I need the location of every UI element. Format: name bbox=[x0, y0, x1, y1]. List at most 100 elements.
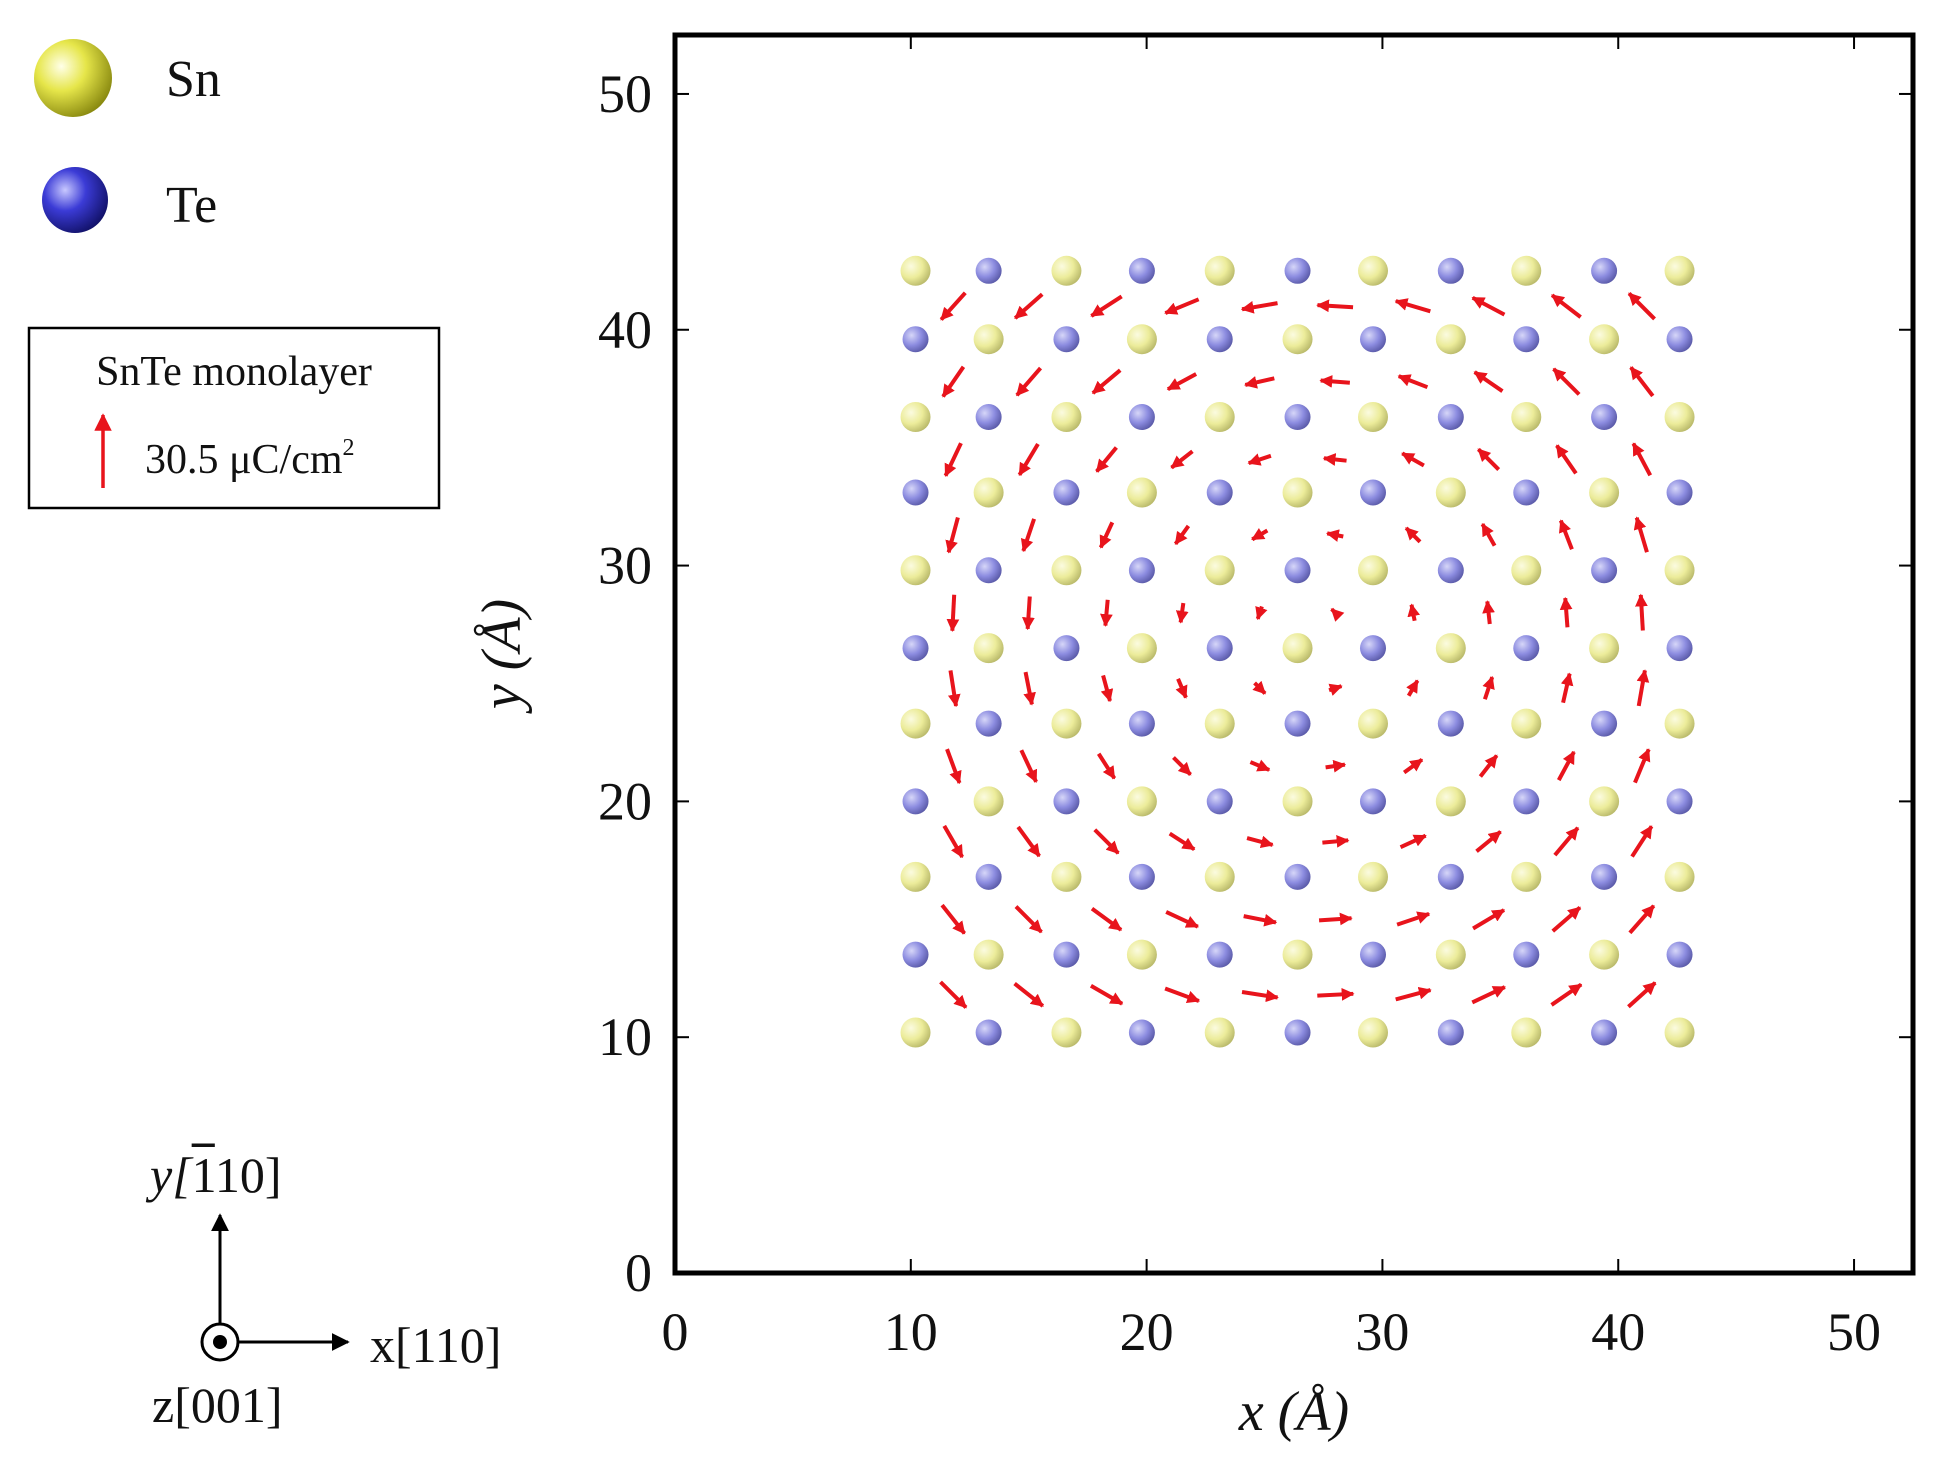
polarization-arrow bbox=[939, 291, 967, 321]
polarization-arrow bbox=[1328, 683, 1343, 696]
polarization-arrow bbox=[1023, 671, 1036, 706]
sn-atom bbox=[1511, 402, 1542, 433]
sn-atom bbox=[1204, 861, 1235, 892]
te-atom bbox=[902, 635, 929, 662]
polarization-arrow bbox=[1629, 366, 1655, 398]
te-atom bbox=[1591, 404, 1618, 431]
te-atom bbox=[1437, 710, 1464, 737]
polarization-arrow bbox=[1170, 449, 1194, 470]
sn-atom bbox=[1664, 861, 1695, 892]
polarization-arrow bbox=[1013, 292, 1044, 320]
polarization-arrow bbox=[1628, 904, 1656, 935]
polarization-arrow bbox=[1241, 989, 1279, 1003]
polarization-arrow bbox=[1560, 672, 1574, 704]
triad-y-index-rest: 10] bbox=[215, 1147, 282, 1203]
sn-atom bbox=[1126, 939, 1157, 970]
polarization-arrow bbox=[1240, 300, 1278, 314]
polarization-arrow bbox=[1014, 905, 1043, 934]
polarization-arrow bbox=[1475, 830, 1502, 853]
sn-atom bbox=[1357, 861, 1388, 892]
te-atom bbox=[1128, 404, 1155, 431]
sn-atom bbox=[1204, 255, 1235, 286]
sn-atom bbox=[1511, 708, 1542, 739]
polarization-arrow bbox=[1093, 828, 1120, 855]
sn-atom bbox=[1357, 1017, 1388, 1048]
te-atom bbox=[1359, 479, 1386, 506]
sn-atom bbox=[1126, 324, 1157, 355]
x-tick-label: 0 bbox=[662, 1302, 689, 1362]
polarization-arrow bbox=[1633, 516, 1649, 553]
polarization-arrow bbox=[1243, 913, 1278, 927]
te-atom bbox=[1591, 557, 1618, 584]
sn-atom bbox=[1282, 939, 1313, 970]
sn-atom bbox=[1051, 402, 1082, 433]
polarization-arrow bbox=[1095, 446, 1118, 473]
te-atom bbox=[1128, 1019, 1155, 1046]
y-tick-label: 30 bbox=[598, 536, 652, 596]
polarization-arrow bbox=[1247, 453, 1272, 466]
polarization-arrow bbox=[1013, 981, 1045, 1008]
sn-atom bbox=[1589, 324, 1620, 355]
sn-atom bbox=[1126, 633, 1157, 664]
x-tick-label: 30 bbox=[1355, 1302, 1409, 1362]
polarization-arrow bbox=[1100, 674, 1114, 703]
polarization-arrow bbox=[1316, 299, 1354, 313]
sn-atom bbox=[1589, 477, 1620, 508]
sn-atom bbox=[1204, 402, 1235, 433]
polarization-arrow bbox=[1022, 596, 1035, 631]
polarization-arrow bbox=[1165, 910, 1199, 929]
te-atom bbox=[1206, 479, 1233, 506]
polarization-arrow bbox=[1401, 451, 1425, 468]
te-legend-label: Te bbox=[166, 177, 217, 234]
te-atom bbox=[1284, 863, 1311, 890]
te-atom bbox=[975, 710, 1002, 737]
te-atom bbox=[902, 941, 929, 968]
polarization-arrow bbox=[1322, 453, 1347, 466]
te-atom bbox=[1284, 710, 1311, 737]
sn-atom bbox=[1664, 708, 1695, 739]
te-atom bbox=[1128, 557, 1155, 584]
sn-legend-ball bbox=[34, 39, 112, 117]
te-atom bbox=[1359, 635, 1386, 662]
polarization-arrow bbox=[1633, 748, 1651, 784]
te-atom bbox=[1591, 710, 1618, 737]
te-atom bbox=[1513, 479, 1540, 506]
sn-atom bbox=[1435, 324, 1466, 355]
triad-y-label: y[110] bbox=[145, 1147, 281, 1203]
sn-atom bbox=[973, 786, 1004, 817]
te-atom bbox=[1666, 941, 1693, 968]
te-atom bbox=[975, 257, 1002, 284]
te-atom bbox=[1206, 788, 1233, 815]
polarization-arrow bbox=[1630, 825, 1654, 858]
polarization-arrow bbox=[1396, 911, 1431, 927]
x-axis-label: x (Å) bbox=[1238, 1381, 1349, 1443]
te-atom bbox=[1206, 941, 1233, 968]
crystal-axes-triad: y[110] x[110] z[001] bbox=[145, 1147, 501, 1433]
triad-x-label: x[110] bbox=[370, 1317, 501, 1373]
te-atom bbox=[975, 1019, 1002, 1046]
sn-atom bbox=[900, 708, 931, 739]
te-legend-ball bbox=[42, 167, 108, 233]
polarization-arrow bbox=[1015, 366, 1043, 397]
sn-atom bbox=[1589, 939, 1620, 970]
polarization-arrow bbox=[1175, 602, 1189, 624]
sn-atom bbox=[900, 402, 931, 433]
polarization-arrow bbox=[1098, 521, 1115, 549]
polarization-arrow bbox=[1471, 985, 1506, 1005]
sn-atom bbox=[1589, 633, 1620, 664]
te-atom bbox=[975, 863, 1002, 890]
te-atom bbox=[1284, 557, 1311, 584]
te-atom bbox=[1053, 635, 1080, 662]
x-tick-label: 10 bbox=[884, 1302, 938, 1362]
polarization-arrow bbox=[1557, 750, 1576, 782]
y-tick-label: 40 bbox=[598, 300, 652, 360]
sn-atom bbox=[1357, 708, 1388, 739]
sn-atom bbox=[1357, 555, 1388, 586]
polarization-arrow bbox=[1477, 447, 1501, 471]
te-atom bbox=[1206, 635, 1233, 662]
sn-atom bbox=[1664, 402, 1695, 433]
polarization-arrow bbox=[946, 594, 960, 632]
polarization-arrow bbox=[1394, 298, 1431, 314]
polarization-arrow bbox=[1558, 519, 1574, 550]
